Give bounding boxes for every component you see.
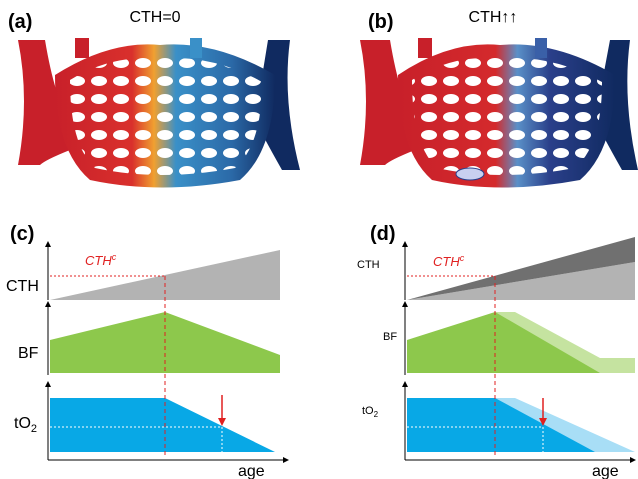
x-axis-label: age [592, 463, 619, 479]
svg-text:tO2: tO2 [362, 405, 379, 419]
panel-label: (a) [8, 11, 32, 33]
row-label: tO [362, 405, 374, 417]
row-label-sub: 2 [374, 410, 379, 419]
threshold-sup: c [112, 252, 117, 262]
svg-text:tO2: tO2 [14, 415, 37, 435]
row-label: BF [383, 331, 397, 343]
panel-label: (d) [370, 223, 396, 245]
row-label: BF [18, 345, 39, 362]
panel-label: (c) [10, 223, 34, 245]
threshold-sup: c [460, 253, 465, 263]
row-label: tO [14, 415, 31, 432]
svg-text:CTHc: CTHc [85, 252, 117, 268]
vascular-network [18, 38, 300, 188]
threshold-label: CTH [433, 254, 460, 269]
panel-label: (b) [368, 11, 394, 33]
schematic-plot: (d) CTHc CTH BF tO2 age [357, 223, 636, 479]
vascular-network [360, 38, 638, 188]
panel-title: CTH↑↑ [469, 9, 518, 26]
svg-text:CTHc: CTHc [433, 253, 465, 269]
schematic-plot: (c) CTHc CTH BF tO2 age [6, 223, 289, 479]
panel-title: CTH=0 [129, 9, 180, 26]
row-label-sub: 2 [31, 423, 37, 435]
x-axis-label: age [238, 463, 265, 479]
row-label: CTH [357, 259, 380, 271]
row-label: CTH [6, 278, 39, 295]
threshold-label: CTH [85, 253, 112, 268]
